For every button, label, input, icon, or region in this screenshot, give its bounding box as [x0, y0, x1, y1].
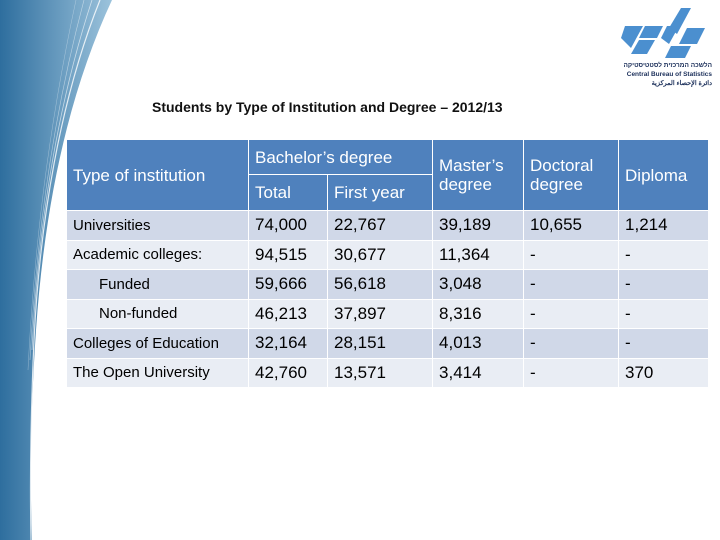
cell-total: 74,000 — [249, 211, 327, 240]
cell-masters: 39,189 — [433, 211, 524, 240]
table-row: Funded 59,666 56,618 3,048 - - — [67, 270, 709, 299]
cell-first-year: 13,571 — [328, 358, 433, 387]
cell-total: 42,760 — [249, 358, 327, 387]
row-name: The Open University — [67, 358, 248, 387]
cell-first-year: 28,151 — [328, 329, 433, 358]
cell-diploma: 370 — [619, 358, 709, 387]
table-row: Universities 74,000 22,767 39,189 10,655… — [67, 211, 709, 240]
cell-diploma: - — [619, 270, 709, 299]
header-doctoral-degree: Doctoral degree — [524, 140, 619, 210]
cell-doctoral: 10,655 — [524, 211, 619, 240]
decorative-swoosh — [0, 0, 112, 540]
cell-first-year: 22,767 — [328, 211, 433, 240]
cbs-logo-icon — [621, 8, 705, 58]
cell-masters: 4,013 — [433, 329, 524, 358]
cell-doctoral: - — [524, 329, 619, 358]
cell-diploma: - — [619, 240, 709, 269]
cell-first-year: 30,677 — [328, 240, 433, 269]
table-row: Colleges of Education 32,164 28,151 4,01… — [67, 329, 709, 358]
row-name: Academic colleges: — [67, 240, 248, 269]
header-type-of-institution: Type of institution — [67, 140, 248, 210]
logo-english-text: Central Bureau of Statistics — [626, 71, 712, 78]
cell-masters: 8,316 — [433, 299, 524, 328]
logo-hebrew-text: הלשכה המרכזית לסטטיסטיקה — [623, 62, 712, 69]
header-bachelors-degree: Bachelor’s degree — [249, 140, 433, 174]
cell-doctoral: - — [524, 358, 619, 387]
cell-first-year: 37,897 — [328, 299, 433, 328]
cell-doctoral: - — [524, 299, 619, 328]
table-subheader-row: Total First year — [67, 175, 708, 210]
row-name: Universities — [67, 211, 248, 240]
cell-first-year: 56,618 — [328, 270, 433, 299]
header-diploma: Diploma — [619, 140, 709, 210]
cell-doctoral: - — [524, 240, 619, 269]
cell-diploma: 1,214 — [619, 211, 709, 240]
header-total: Total — [249, 175, 327, 210]
table-header-row: Type of institution Bachelor’s degree Ma… — [67, 140, 709, 210]
row-name: Non-funded — [67, 299, 248, 328]
cell-masters: 11,364 — [433, 240, 524, 269]
cell-total: 32,164 — [249, 329, 327, 358]
row-name: Colleges of Education — [67, 329, 248, 358]
cell-total: 59,666 — [249, 270, 327, 299]
cell-diploma: - — [619, 299, 709, 328]
cell-masters: 3,048 — [433, 270, 524, 299]
row-name: Funded — [67, 270, 248, 299]
slide-title: Students by Type of Institution and Degr… — [152, 99, 503, 115]
header-first-year: First year — [328, 175, 433, 210]
logo-arabic-text: دائرة الإحصاء المركزية — [651, 80, 712, 87]
table-row: Academic colleges: 94,515 30,677 11,364 … — [67, 240, 709, 269]
students-table: Type of institution Bachelor’s degree Ma… — [66, 139, 709, 388]
cell-total: 46,213 — [249, 299, 327, 328]
cell-total: 94,515 — [249, 240, 327, 269]
cell-masters: 3,414 — [433, 358, 524, 387]
cell-doctoral: - — [524, 270, 619, 299]
header-masters-degree: Master’s degree — [433, 140, 524, 210]
table-row: The Open University 42,760 13,571 3,414 … — [67, 358, 709, 387]
table-row: Non-funded 46,213 37,897 8,316 - - — [67, 299, 709, 328]
cell-diploma: - — [619, 329, 709, 358]
